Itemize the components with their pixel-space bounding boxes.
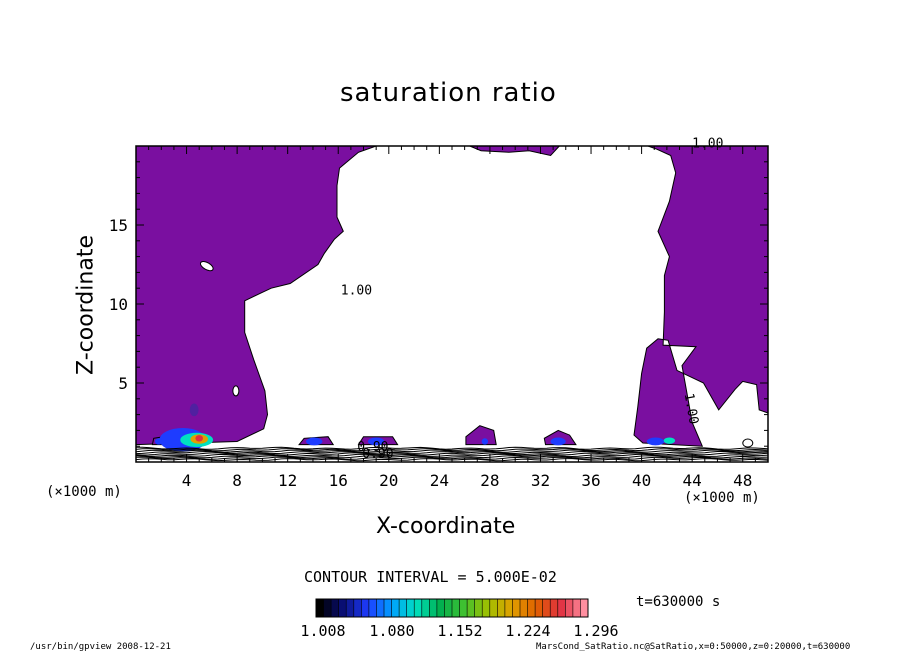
x-tick-label: 20 <box>379 471 398 490</box>
y-tick-label: 10 <box>109 295 128 314</box>
contour-interval-label: CONTOUR INTERVAL = 5.000E-02 <box>304 568 557 586</box>
time-label: t=630000 s <box>636 594 721 610</box>
saturated-region <box>633 145 769 447</box>
supersaturation-patch <box>195 435 203 442</box>
colorbar-swatch <box>565 599 574 617</box>
colorbar-swatch <box>346 599 355 617</box>
colorbar-tick-label: 1.224 <box>505 622 550 640</box>
supersaturation-patch <box>550 437 566 446</box>
colorbar-swatch <box>406 599 415 617</box>
surface-contour-line <box>135 448 769 452</box>
supersaturation-patch <box>663 437 676 444</box>
contour-label: 0.90 <box>357 440 388 455</box>
colorbar-swatch <box>497 599 506 617</box>
y-tick-label: 5 <box>118 374 128 393</box>
colorbar-swatch <box>557 599 566 617</box>
colorbar-tick-label: 1.080 <box>369 622 414 640</box>
colorbar-swatch <box>542 599 551 617</box>
colorbar-swatch <box>353 599 362 617</box>
unsaturated-hole <box>742 438 754 448</box>
colorbar-swatch <box>572 599 581 617</box>
colorbar-swatch <box>361 599 370 617</box>
x-axis-label: X-coordinate <box>376 514 516 539</box>
x-unit-label: (×1000 m) <box>684 490 760 506</box>
colorbar-swatch <box>520 599 529 617</box>
contour-label: 1.00 <box>681 392 701 425</box>
supersaturation-patch <box>154 438 163 445</box>
colorbar-swatch <box>467 599 476 617</box>
x-tick-label: 28 <box>480 471 499 490</box>
supersaturation-patch <box>646 437 665 446</box>
colorbar-swatch <box>436 599 445 617</box>
colorbar-swatch <box>368 599 377 617</box>
colorbar-swatch <box>504 599 513 617</box>
x-tick-label: 8 <box>232 471 242 490</box>
colorbar-swatch <box>535 599 544 617</box>
unsaturated-hole <box>199 260 214 272</box>
contour-label: 1.00 <box>692 137 723 152</box>
z-unit-label: (×1000 m) <box>46 484 122 500</box>
x-tick-label: 44 <box>683 471 702 490</box>
surface-contour-line <box>135 450 769 455</box>
x-tick-label: 4 <box>182 471 192 490</box>
contour-label: 1.00 <box>341 284 372 299</box>
colorbar-swatch <box>376 599 385 617</box>
colorbar-swatch <box>452 599 461 617</box>
colorbar-swatch <box>482 599 491 617</box>
contour-label: 0.90 <box>362 447 393 462</box>
surface-contour-line <box>135 446 769 450</box>
colorbar-swatch <box>474 599 483 617</box>
surface-contour-line <box>135 453 769 458</box>
colorbar-swatch <box>550 599 559 617</box>
colorbar-swatch <box>489 599 498 617</box>
footer-left: /usr/bin/gpview 2008-12-21 <box>30 642 171 652</box>
colorbar-swatch <box>338 599 347 617</box>
colorbar-swatch <box>391 599 400 617</box>
x-tick-label: 48 <box>733 471 752 490</box>
x-tick-label: 40 <box>632 471 651 490</box>
supersaturation-patch <box>189 403 199 417</box>
x-tick-label: 24 <box>430 471 449 490</box>
colorbar-frame <box>315 598 589 618</box>
colorbar-swatch <box>414 599 423 617</box>
colorbar-swatch <box>459 599 468 617</box>
colorbar-swatch <box>323 599 332 617</box>
x-tick-label: 16 <box>329 471 348 490</box>
x-tick-label: 12 <box>278 471 297 490</box>
colorbar-tick-label: 1.152 <box>437 622 482 640</box>
colorbar-swatch <box>444 599 453 617</box>
colorbar-swatch <box>399 599 408 617</box>
x-tick-label: 32 <box>531 471 550 490</box>
colorbar-swatch <box>384 599 393 617</box>
colorbar-swatch <box>512 599 521 617</box>
surface-contour-line <box>135 452 769 456</box>
y-tick-label: 15 <box>109 216 128 235</box>
supersaturation-patch <box>367 437 385 446</box>
footer-right: MarsCond_SatRatio.nc@SatRatio,x=0:50000,… <box>536 642 851 652</box>
colorbar-swatch <box>580 599 589 617</box>
colorbar-tick-label: 1.296 <box>573 622 618 640</box>
supersaturation-patch <box>306 437 323 446</box>
x-tick-label: 36 <box>581 471 600 490</box>
colorbar-swatch <box>316 599 325 617</box>
surface-contour-line <box>135 449 769 453</box>
y-axis-label: Z-coordinate <box>73 235 99 375</box>
chart-title: saturation ratio <box>340 78 557 108</box>
colorbar-swatch <box>429 599 438 617</box>
unsaturated-hole <box>232 385 240 397</box>
colorbar-swatch <box>421 599 430 617</box>
colorbar-swatch <box>527 599 536 617</box>
surface-contour-line <box>135 455 769 459</box>
colorbar-tick-label: 1.008 <box>300 622 345 640</box>
colorbar-swatch <box>331 599 340 617</box>
saturated-region <box>135 145 377 446</box>
saturated-region <box>465 425 497 446</box>
supersaturation-patch <box>481 438 489 445</box>
